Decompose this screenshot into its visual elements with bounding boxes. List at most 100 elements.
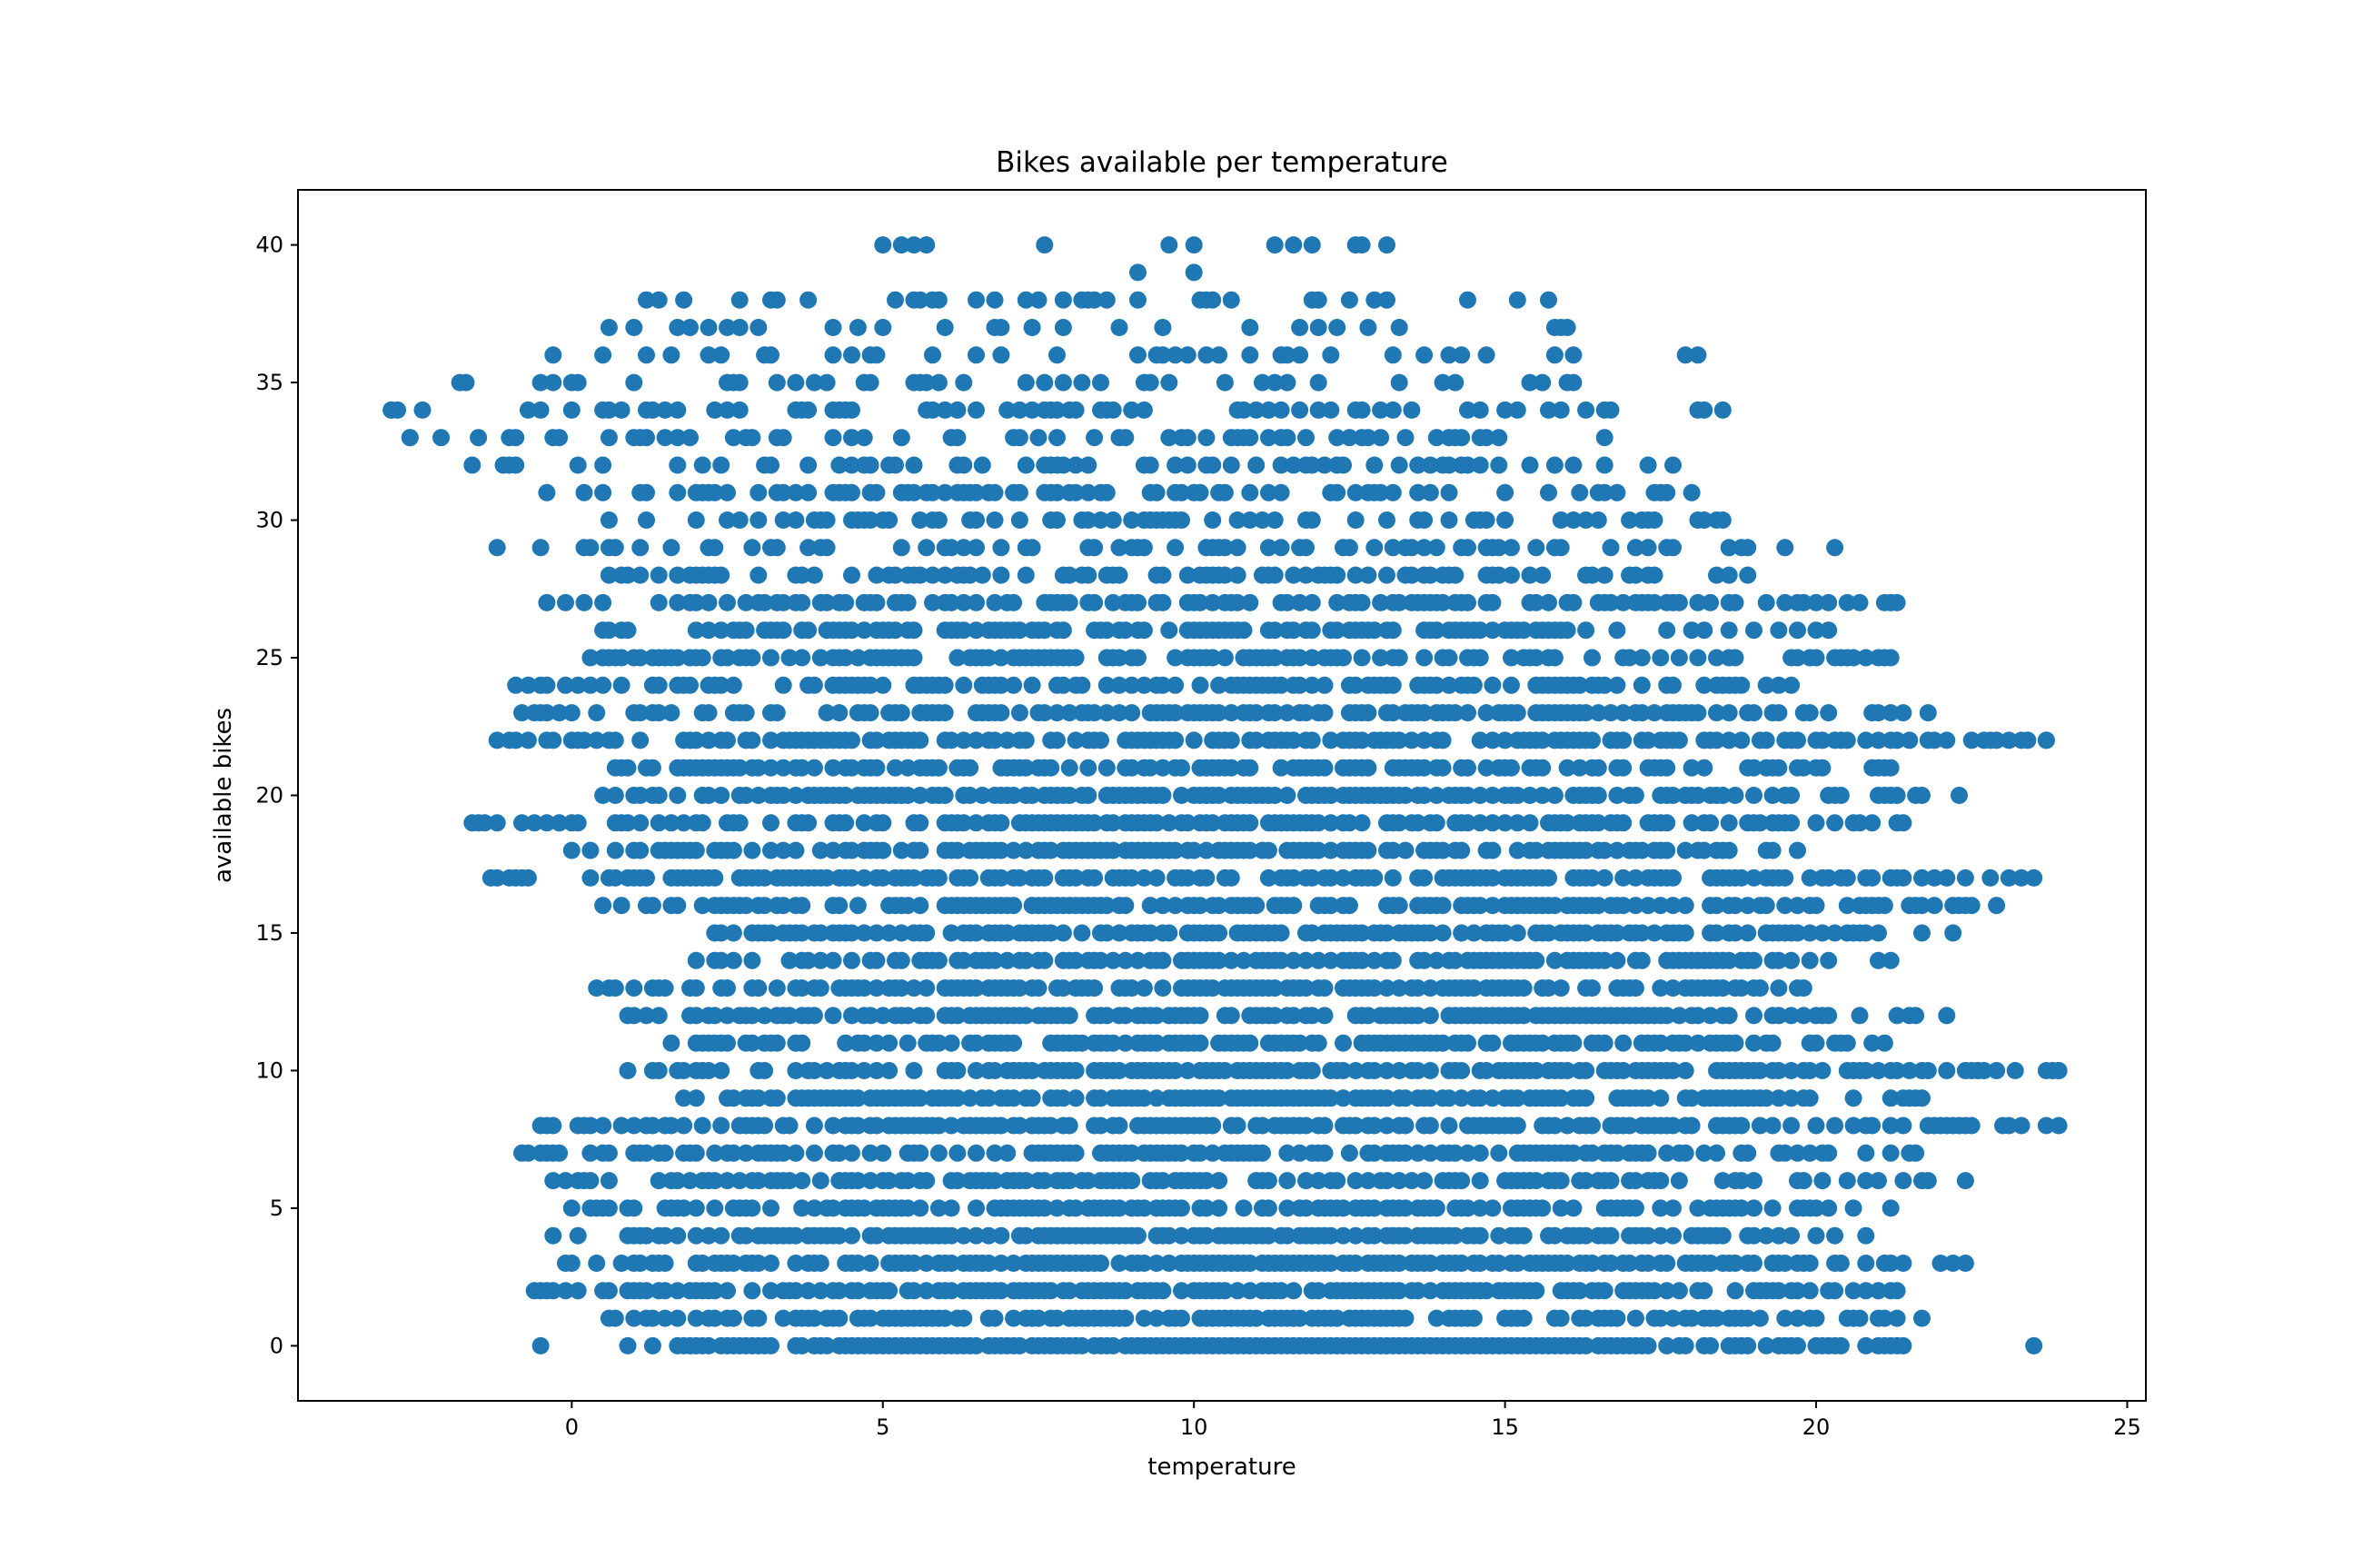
scatter-point bbox=[1173, 1199, 1190, 1217]
scatter-point bbox=[843, 759, 860, 777]
scatter-point bbox=[1303, 621, 1321, 640]
scatter-point bbox=[1396, 1309, 1415, 1327]
scatter-point bbox=[594, 1116, 612, 1135]
scatter-point bbox=[942, 1034, 960, 1052]
scatter-point bbox=[1073, 924, 1091, 942]
scatter-point bbox=[1577, 1062, 1595, 1079]
scatter-point bbox=[1558, 759, 1576, 777]
scatter-point bbox=[1023, 676, 1041, 694]
scatter-point bbox=[1235, 1199, 1253, 1217]
scatter-point bbox=[918, 539, 936, 557]
scatter-point bbox=[675, 1062, 693, 1079]
scatter-point bbox=[855, 429, 873, 447]
scatter-point bbox=[1558, 1062, 1576, 1079]
scatter-point bbox=[1291, 401, 1309, 419]
scatter-point bbox=[1720, 704, 1738, 722]
scatter-point bbox=[1353, 593, 1371, 611]
scatter-point bbox=[687, 1199, 705, 1217]
scatter-point bbox=[1154, 319, 1172, 336]
scatter-point bbox=[986, 1309, 1004, 1327]
scatter-point bbox=[948, 1144, 967, 1162]
scatter-point bbox=[1173, 1226, 1190, 1245]
scatter-point bbox=[681, 1172, 699, 1190]
scatter-point bbox=[681, 429, 699, 447]
scatter-point bbox=[1415, 649, 1434, 667]
scatter-point bbox=[1346, 1116, 1365, 1135]
scatter-point bbox=[1552, 1199, 1570, 1217]
scatter-point bbox=[1415, 759, 1434, 777]
scatter-point bbox=[1247, 704, 1266, 722]
scatter-point bbox=[780, 1172, 799, 1190]
scatter-point bbox=[1770, 1226, 1788, 1245]
scatter-point bbox=[638, 868, 655, 887]
scatter-point bbox=[687, 621, 705, 640]
scatter-point bbox=[1888, 1007, 1906, 1025]
scatter-point bbox=[787, 483, 805, 501]
scatter-point bbox=[1733, 1199, 1751, 1217]
scatter-point bbox=[575, 593, 593, 611]
scatter-point bbox=[638, 1226, 655, 1245]
scatter-point bbox=[1689, 1199, 1707, 1217]
scatter-point bbox=[1540, 979, 1557, 997]
scatter-point bbox=[1508, 401, 1526, 419]
scatter-point bbox=[1086, 868, 1104, 887]
scatter-point bbox=[1558, 1255, 1576, 1272]
scatter-point bbox=[1415, 951, 1434, 969]
scatter-point bbox=[1683, 483, 1701, 501]
scatter-point bbox=[1421, 1089, 1439, 1107]
scatter-point bbox=[1477, 704, 1495, 722]
scatter-point bbox=[737, 704, 755, 722]
scatter-point bbox=[2006, 1062, 2024, 1079]
scatter-point bbox=[1838, 731, 1856, 749]
scatter-point bbox=[1826, 1116, 1844, 1135]
scatter-point bbox=[787, 373, 805, 392]
scatter-point bbox=[892, 539, 910, 557]
scatter-point bbox=[1645, 924, 1663, 942]
scatter-point bbox=[1036, 236, 1054, 254]
scatter-point bbox=[1745, 951, 1762, 969]
scatter-point bbox=[706, 1172, 724, 1190]
scatter-point bbox=[1409, 814, 1427, 832]
scatter-point bbox=[1241, 759, 1259, 777]
scatter-point bbox=[1695, 1144, 1713, 1162]
scatter-point bbox=[1676, 346, 1694, 364]
scatter-point bbox=[918, 1007, 936, 1025]
scatter-point bbox=[1913, 1089, 1931, 1107]
scatter-point bbox=[986, 291, 1004, 309]
scatter-point bbox=[1870, 704, 1887, 722]
scatter-point bbox=[606, 731, 624, 749]
scatter-point bbox=[513, 704, 531, 722]
scatter-point bbox=[811, 979, 829, 997]
scatter-point bbox=[918, 924, 936, 942]
scatter-point bbox=[1086, 704, 1104, 722]
scatter-point bbox=[992, 676, 1010, 694]
scatter-point bbox=[1036, 621, 1054, 640]
scatter-point bbox=[656, 401, 674, 419]
scatter-point bbox=[1826, 1226, 1844, 1245]
scatter-point bbox=[432, 429, 450, 447]
scatter-point bbox=[1676, 924, 1694, 942]
scatter-point bbox=[1010, 621, 1028, 640]
scatter-point bbox=[1191, 593, 1209, 611]
scatter-point bbox=[1023, 1062, 1041, 1079]
scatter-point bbox=[1147, 1034, 1166, 1052]
scatter-point bbox=[1888, 787, 1906, 804]
scatter-point bbox=[1254, 1144, 1271, 1162]
scatter-point bbox=[1689, 593, 1707, 611]
scatter-point bbox=[1683, 814, 1701, 832]
scatter-point bbox=[700, 346, 718, 364]
scatter-point bbox=[675, 1116, 693, 1135]
scatter-point bbox=[1092, 373, 1109, 392]
scatter-point bbox=[1664, 1116, 1682, 1135]
scatter-point bbox=[1440, 649, 1458, 667]
scatter-point bbox=[874, 1007, 892, 1025]
scatter-point bbox=[1365, 951, 1384, 969]
scatter-point bbox=[562, 401, 581, 419]
scatter-point bbox=[669, 787, 687, 804]
scatter-point bbox=[1010, 483, 1028, 501]
scatter-point bbox=[1639, 1226, 1657, 1245]
scatter-point bbox=[942, 593, 960, 611]
scatter-point bbox=[849, 1116, 867, 1135]
scatter-point bbox=[1322, 951, 1340, 969]
scatter-point bbox=[1670, 1282, 1688, 1300]
